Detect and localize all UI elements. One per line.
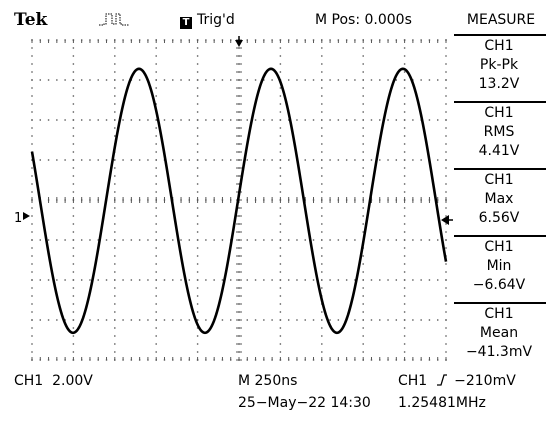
- measure-type: Mean: [479, 325, 519, 341]
- menu-divider: [454, 302, 546, 304]
- trigger-position-arrow-icon: [235, 36, 243, 47]
- trigger-source: CH1: [398, 373, 428, 389]
- measure-value: 4.41V: [478, 143, 520, 159]
- menu-divider: [454, 34, 546, 36]
- measure-slot-2[interactable]: CH1 RMS 4.41V: [450, 104, 548, 161]
- acquisition-run-pulse-icon: [99, 13, 129, 26]
- timebase: M 250ns: [238, 373, 298, 389]
- trigger-level-arrow-icon: [441, 215, 453, 225]
- measure-value: −6.64V: [472, 277, 526, 293]
- brand-logo: Tek: [14, 10, 48, 30]
- menu-divider: [454, 101, 546, 103]
- trigger-frequency: 1.25481MHz: [398, 395, 486, 411]
- trigger-readout: CH1 −210mV: [398, 373, 516, 389]
- measure-source: CH1: [484, 306, 514, 322]
- date-time: 25−May−22 14:30: [238, 395, 371, 411]
- measure-value: 6.56V: [478, 210, 520, 226]
- graticule: [31, 39, 447, 361]
- measure-slot-1[interactable]: CH1 Pk-Pk 13.2V: [450, 37, 548, 94]
- measure-source: CH1: [484, 105, 514, 121]
- measure-source: CH1: [484, 172, 514, 188]
- menu-divider: [454, 235, 546, 237]
- rising-edge-icon: [436, 374, 447, 386]
- measure-source: CH1: [484, 38, 514, 54]
- measure-slot-3[interactable]: CH1 Max 6.56V: [450, 171, 548, 228]
- horizontal-position: M Pos: 0.000s: [315, 12, 412, 28]
- ch1-ground-marker: 1: [14, 211, 30, 226]
- measure-type: RMS: [483, 124, 515, 140]
- measure-value: −41.3mV: [465, 344, 533, 360]
- measure-menu-title: MEASURE: [466, 12, 536, 28]
- measure-source: CH1: [484, 239, 514, 255]
- measure-type: Pk-Pk: [479, 57, 519, 73]
- trigger-status-label: Trig'd: [197, 12, 235, 28]
- menu-divider: [454, 168, 546, 170]
- measure-slot-4[interactable]: CH1 Min −6.64V: [450, 238, 548, 295]
- measure-type: Max: [484, 191, 514, 207]
- trigger-level: −210mV: [454, 373, 516, 389]
- ch1-waveform: [30, 67, 448, 335]
- measure-type: Min: [486, 258, 512, 274]
- ch1-marker-label: 1: [14, 211, 22, 226]
- ch1-scale: CH1 2.00V: [14, 373, 93, 389]
- measure-slot-5[interactable]: CH1 Mean −41.3mV: [450, 305, 548, 362]
- trigger-status: T Trig'd: [180, 12, 235, 29]
- measure-value: 13.2V: [478, 76, 520, 92]
- trigger-status-icon: T: [180, 17, 192, 29]
